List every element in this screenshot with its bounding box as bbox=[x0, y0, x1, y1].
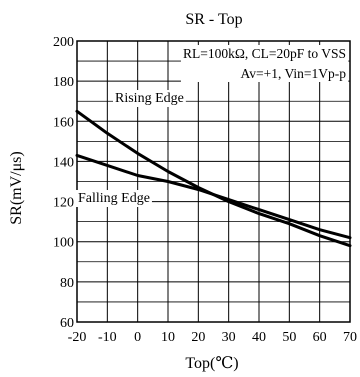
x-tick-label: 10 bbox=[161, 330, 175, 345]
x-tick-label: 60 bbox=[313, 330, 327, 345]
x-tick-label: -20 bbox=[68, 330, 87, 345]
series-label-rising-edge: Rising Edge bbox=[115, 91, 184, 106]
falling-label-box bbox=[76, 190, 152, 207]
x-tick-label: 30 bbox=[222, 330, 236, 345]
x-tick-label: 50 bbox=[282, 330, 296, 345]
y-tick-label: 80 bbox=[60, 276, 74, 291]
y-tick-label: 140 bbox=[53, 155, 74, 170]
chart-title: SR - Top bbox=[185, 11, 242, 28]
y-tick-label: 60 bbox=[60, 316, 74, 331]
y-tick-label: 160 bbox=[53, 115, 74, 130]
x-tick-label: 70 bbox=[343, 330, 357, 345]
plot-frame bbox=[76, 40, 351, 323]
series-layer bbox=[75, 109, 352, 248]
grid bbox=[76, 40, 351, 323]
annotation-line-1: RL=100kΩ, CL=20pF to VSS bbox=[183, 46, 346, 61]
x-axis-label: Top(℃) bbox=[185, 355, 238, 372]
annotation-line-2: Av=+1, Vin=1Vp-p bbox=[240, 66, 346, 81]
x-tick-label: 0 bbox=[134, 330, 141, 345]
y-tick-label: 120 bbox=[53, 196, 74, 211]
tick-labels: -20 -10 0 10 20 30 40 50 60 70 60 80 100 120 140 160 180… bbox=[53, 35, 357, 345]
rising-label-box bbox=[113, 90, 186, 107]
y-tick-label: 100 bbox=[53, 236, 74, 251]
series-line-falling-edge bbox=[75, 153, 352, 240]
y-tick-label: 180 bbox=[53, 75, 74, 90]
x-tick-label: -10 bbox=[98, 330, 117, 345]
annotation-box bbox=[180, 45, 349, 82]
y-tick-label: 200 bbox=[53, 35, 74, 50]
series-label-falling-edge: Falling Edge bbox=[78, 191, 150, 206]
x-tick-label: 20 bbox=[191, 330, 205, 345]
y-axis-label: SR(mV/μs) bbox=[8, 151, 25, 224]
x-tick-label: 40 bbox=[252, 330, 266, 345]
